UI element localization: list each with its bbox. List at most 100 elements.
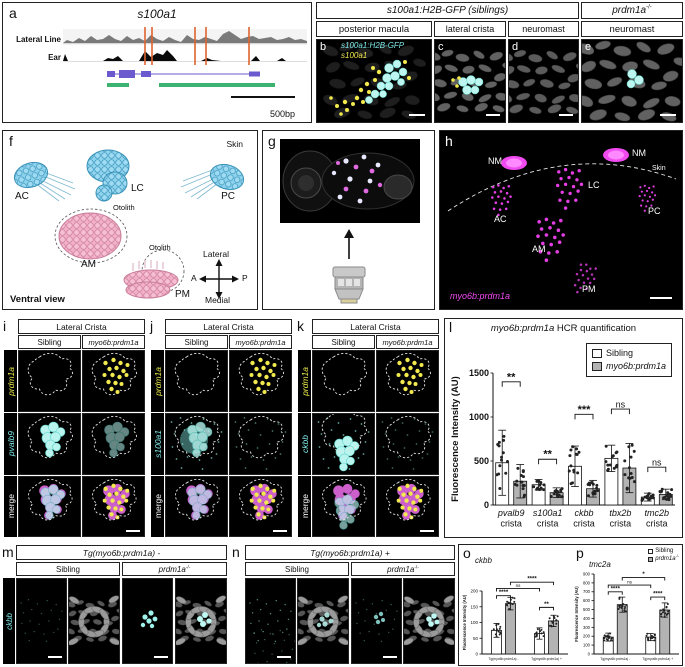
svg-text:900: 900 xyxy=(583,571,591,576)
svg-text:****: **** xyxy=(653,592,663,598)
j-img-r2-sib xyxy=(165,413,228,475)
k-col-sibling: Sibling xyxy=(312,335,375,349)
p-legend-label-mutant: prdm1a xyxy=(655,556,676,562)
panel-b-gfp-label: s100a1:H2B-GFP xyxy=(341,41,405,50)
panel-m-letter: m xyxy=(2,544,14,560)
svg-text:pvalb9: pvalb9 xyxy=(497,508,525,518)
h-label-pm: PM xyxy=(582,284,596,294)
svg-text:ns: ns xyxy=(516,583,522,588)
panel-g-art xyxy=(282,150,415,212)
n-img-sib-ckbb xyxy=(245,578,296,664)
panel-e-letter: e xyxy=(585,41,592,53)
p-legend-swatch-mutant xyxy=(648,556,654,562)
panel-l-letter: l xyxy=(449,319,453,335)
j-header: Lateral Crista xyxy=(165,319,292,334)
m-img-sib-merge xyxy=(68,578,120,664)
panel-b-letter: b xyxy=(320,41,327,53)
panel-b-gene-label: s100a1 xyxy=(341,51,368,60)
k-img-r1-sib xyxy=(312,350,375,412)
compass-a: A xyxy=(191,273,197,283)
panel-d-letter: d xyxy=(512,41,519,53)
h-label-pc: PC xyxy=(648,206,661,216)
panel-a: a s100a1 Lateral Line Ear xyxy=(2,2,312,123)
m-img-mut-ckbb xyxy=(122,578,173,664)
label-am: AM xyxy=(81,259,96,270)
panel-l-legend: Sibling myo6b:prdm1a xyxy=(585,343,672,377)
k-rowlabel-ckbb: ckbb xyxy=(298,413,311,475)
svg-text:****: **** xyxy=(527,577,537,583)
svg-text:500: 500 xyxy=(474,456,489,466)
panel-b-scalebar xyxy=(409,114,425,116)
h-label-am: AM xyxy=(532,244,546,254)
panel-b-art xyxy=(320,41,427,121)
svg-text:ckbb: ckbb xyxy=(574,508,593,518)
k-img-r2-sib xyxy=(312,413,375,475)
j-img-r3-mut xyxy=(229,476,292,537)
i-rowlabel-prdm1a: prdm1a xyxy=(4,350,17,412)
m-img-mut-merge xyxy=(175,578,227,664)
svg-text:****: **** xyxy=(499,590,509,596)
compass-p: P xyxy=(242,273,248,283)
svg-text:ns: ns xyxy=(616,400,626,410)
h-label-lc: LC xyxy=(588,180,600,190)
svg-text:ns: ns xyxy=(627,580,633,585)
k-img-r3-sib xyxy=(312,476,375,537)
panel-n-letter: n xyxy=(232,544,240,560)
i-img-r1-sib xyxy=(18,350,81,412)
legend-swatch-sibling xyxy=(591,349,602,358)
header-prdm1a-sup: -/- xyxy=(646,4,652,11)
svg-text:Tg(myo6b:prdm1a) +: Tg(myo6b:prdm1a) + xyxy=(642,657,673,661)
svg-text:Fluorescence Intensity (AU): Fluorescence Intensity (AU) xyxy=(450,376,461,502)
panel-j: j Lateral Crista Sibling myo6b:prdm1a pr… xyxy=(149,318,293,538)
i-img-r3-mut xyxy=(82,476,145,537)
j-col-sibling: Sibling xyxy=(165,335,228,349)
svg-text:***: *** xyxy=(578,404,592,416)
svg-text:**: ** xyxy=(543,449,552,461)
panel-d-scalebar xyxy=(559,114,573,116)
panel-op: o ckbb 0 50 100 150 200 Fluorescence Intensit… xyxy=(458,544,683,666)
panel-a-title: s100a1 xyxy=(137,7,177,21)
label-pc: PC xyxy=(221,191,235,202)
panel-g: g xyxy=(262,130,435,310)
svg-text:**: ** xyxy=(507,371,516,383)
compass-axes xyxy=(205,265,233,293)
i-img-r2-mut xyxy=(82,413,145,475)
microscope-icon xyxy=(332,229,366,304)
p-legend-label-sibling: Sibling xyxy=(655,548,674,554)
panel-j-letter: j xyxy=(150,318,154,334)
i-rowlabel-pvalb9: pvalb9 xyxy=(4,413,17,475)
panel-e-scalebar xyxy=(660,114,676,116)
svg-text:400: 400 xyxy=(583,616,591,621)
panel-g-letter: g xyxy=(268,133,276,149)
h-label-ac: AC xyxy=(494,214,507,224)
h-label-skin: Skin xyxy=(652,165,666,172)
svg-text:600: 600 xyxy=(583,598,591,603)
svg-text:Tg(myo6b:prdm1a) -: Tg(myo6b:prdm1a) - xyxy=(488,657,518,661)
svg-text:500: 500 xyxy=(583,607,591,612)
k-img-r2-mut xyxy=(376,413,439,475)
panel-c-image: c xyxy=(434,39,506,123)
h-transgene-label: myo6b:prdm1a xyxy=(450,290,511,301)
svg-text:Fluorescence Intensity (AU): Fluorescence Intensity (AU) xyxy=(462,594,467,650)
svg-text:200: 200 xyxy=(470,589,478,594)
n-img-mut-merge xyxy=(403,578,455,664)
h-label-nm1: NM xyxy=(488,156,502,166)
panel-c-scalebar xyxy=(486,114,500,116)
panel-h-art xyxy=(447,148,677,298)
panel-e-art xyxy=(582,40,682,122)
header-prdm1a-base: prdm1a xyxy=(612,5,647,16)
n-col-sibling: Sibling xyxy=(245,562,349,576)
svg-text:0: 0 xyxy=(475,652,478,657)
n-img-sib-merge xyxy=(297,578,349,664)
n-header: Tg(myo6b:prdm1a) + xyxy=(245,545,455,560)
svg-text:crista: crista xyxy=(610,519,632,529)
i-img-r2-sib xyxy=(18,413,81,475)
panel-c-art xyxy=(435,48,505,114)
n-col-mutant: prdm1a-/- xyxy=(351,562,455,576)
compass-medial: Medial xyxy=(205,295,231,305)
m-col-sibling: Sibling xyxy=(16,562,120,576)
legend-label-mutant: myo6b:prdm1a xyxy=(605,361,666,371)
k-img-r1-mut xyxy=(376,350,439,412)
svg-text:200: 200 xyxy=(583,634,591,639)
panel-l: l myo6b:prdm1a HCR quantification Siblin… xyxy=(444,318,683,538)
